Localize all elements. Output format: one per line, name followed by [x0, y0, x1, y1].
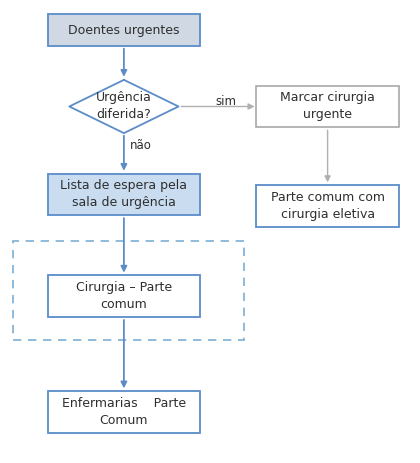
Bar [48, 275, 200, 317]
Text: Cirurgia – Parte
comum: Cirurgia – Parte comum [76, 282, 172, 311]
Bar [48, 174, 200, 215]
Text: Parte comum com
cirurgia eletiva: Parte comum com cirurgia eletiva [270, 191, 385, 221]
Bar [256, 86, 399, 127]
Bar [13, 241, 244, 340]
Text: não: não [130, 139, 152, 152]
Text: Doentes urgentes: Doentes urgentes [68, 24, 180, 37]
Text: Marcar cirurgia
urgente: Marcar cirurgia urgente [280, 92, 375, 121]
Text: sim: sim [215, 95, 236, 108]
Text: Urgência
diferida?: Urgência diferida? [96, 92, 152, 121]
Bar [48, 391, 200, 433]
Bar [48, 14, 200, 46]
Text: Enfermarias    Parte
Comum: Enfermarias Parte Comum [62, 397, 186, 427]
Bar [256, 185, 399, 227]
Text: Lista de espera pela
sala de urgência: Lista de espera pela sala de urgência [60, 180, 187, 209]
Polygon shape [69, 80, 178, 133]
